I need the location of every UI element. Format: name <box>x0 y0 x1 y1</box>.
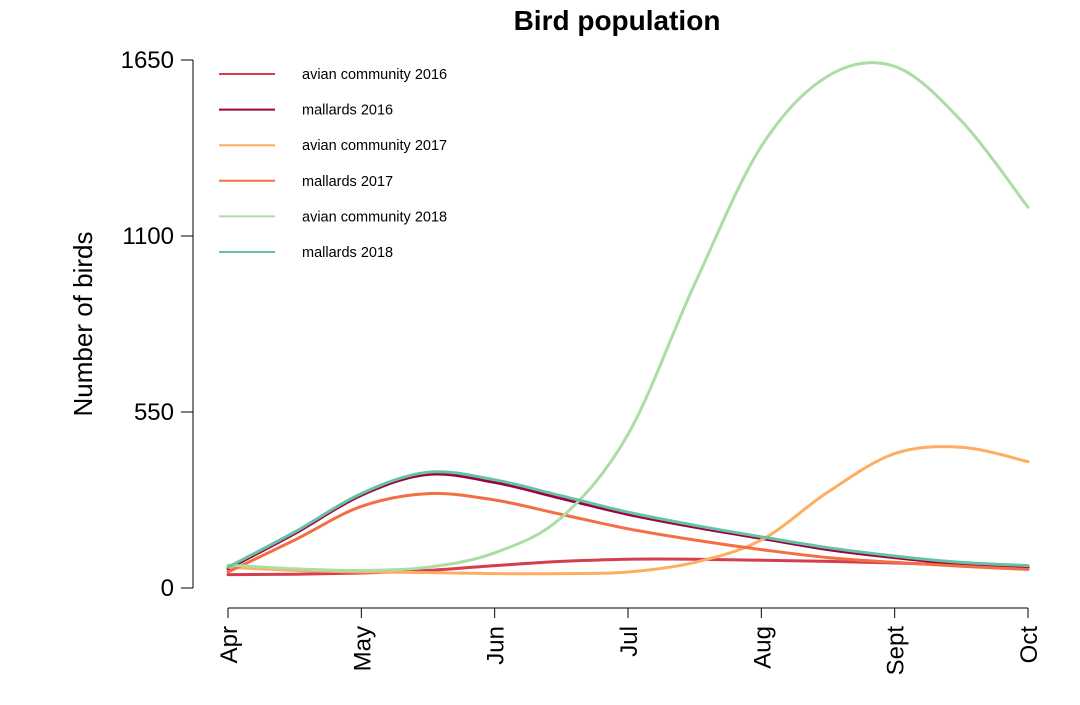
x-tick-label: Aug <box>749 626 776 669</box>
series-lines <box>226 61 1030 577</box>
x-ticks: Apr May Jun Jul Aug Sept Oct <box>216 608 1043 675</box>
legend-item: mallards 2018 <box>219 245 393 261</box>
legend-item: mallards 2017 <box>219 174 393 190</box>
y-tick-label: 550 <box>134 399 174 426</box>
x-tick-label: Jun <box>483 626 510 665</box>
legend-item: avian community 2018 <box>219 209 447 225</box>
y-axis-label: Number of birds <box>68 232 98 417</box>
series-line-mallards-2016 <box>226 472 1030 571</box>
series-line-avian-community-2018 <box>226 61 1030 572</box>
legend-label: avian community 2016 <box>302 67 447 83</box>
legend: avian community 2016 mallards 2016 avian c… <box>219 67 447 261</box>
legend-item: mallards 2016 <box>219 103 393 119</box>
chart-title: Bird population <box>514 5 721 36</box>
y-ticks: 0 550 1100 1650 <box>121 47 193 602</box>
legend-label: mallards 2017 <box>302 174 393 190</box>
y-tick-label: 1100 <box>122 223 174 250</box>
x-tick-label: Jul <box>616 626 643 657</box>
series-line-avian-community-2017 <box>226 445 1030 576</box>
series-line-mallards-2017 <box>226 491 1030 574</box>
legend-item: avian community 2016 <box>219 67 447 83</box>
series-line-mallards-2018 <box>226 470 1030 569</box>
x-tick-label: May <box>349 626 376 671</box>
legend-label: avian community 2017 <box>302 138 447 154</box>
y-tick-label: 0 <box>161 575 174 602</box>
x-tick-label: Sept <box>883 626 910 676</box>
legend-label: mallards 2016 <box>302 103 393 119</box>
y-tick-label: 1650 <box>121 47 174 74</box>
x-tick-label: Apr <box>216 626 243 663</box>
legend-label: avian community 2018 <box>302 209 447 225</box>
x-tick-label: Oct <box>1016 626 1043 664</box>
legend-label: mallards 2018 <box>302 245 393 261</box>
legend-item: avian community 2017 <box>219 138 447 154</box>
